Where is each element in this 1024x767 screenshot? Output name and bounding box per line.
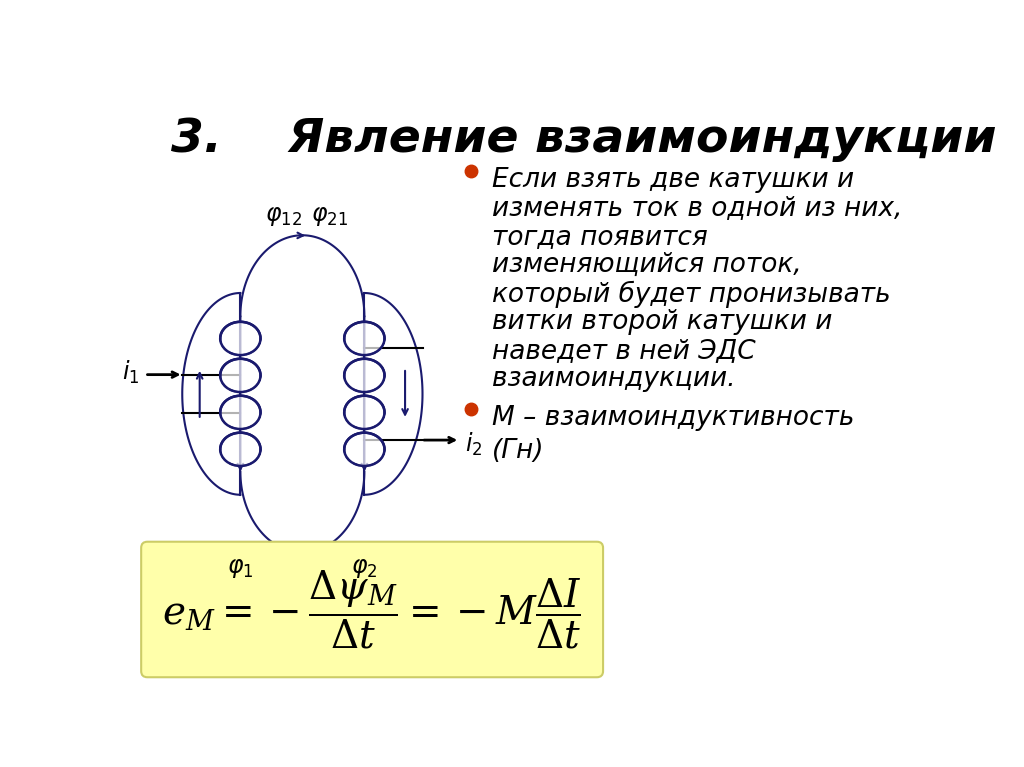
Text: изменять ток в одной из них,: изменять ток в одной из них, [493, 196, 902, 221]
Ellipse shape [344, 359, 385, 392]
Text: Если взять две катушки и: Если взять две катушки и [493, 166, 854, 193]
Text: $e_{\mathit{M}} = -\dfrac{\Delta\psi_{\mathit{M}}}{\Delta t} = -M\dfrac{\Delta I: $e_{\mathit{M}} = -\dfrac{\Delta\psi_{\m… [163, 568, 582, 650]
Text: (Гн): (Гн) [493, 438, 545, 464]
Ellipse shape [220, 359, 260, 392]
Text: 3.    Явление взаимоиндукции: 3. Явление взаимоиндукции [171, 117, 996, 162]
Text: $\varphi_{12}$: $\varphi_{12}$ [264, 203, 301, 228]
Text: который будет пронизывать: который будет пронизывать [493, 281, 891, 308]
Text: М – взаимоиндуктивность: М – взаимоиндуктивность [493, 406, 855, 431]
Text: $i_1$: $i_1$ [122, 359, 139, 386]
Ellipse shape [220, 322, 260, 355]
Ellipse shape [344, 322, 385, 355]
Text: изменяющийся поток,: изменяющийся поток, [493, 252, 802, 278]
Text: $\varphi_1$: $\varphi_1$ [227, 556, 254, 581]
Text: наведет в ней ЭДС: наведет в ней ЭДС [493, 337, 756, 364]
Text: витки второй катушки и: витки второй катушки и [493, 309, 833, 335]
Text: тогда появится: тогда появится [493, 224, 708, 250]
Ellipse shape [220, 396, 260, 429]
Ellipse shape [344, 396, 385, 429]
Text: взаимоиндукции.: взаимоиндукции. [493, 366, 736, 392]
Text: $\varphi_2$: $\varphi_2$ [351, 556, 378, 581]
Ellipse shape [220, 433, 260, 466]
Text: $i_2$: $i_2$ [465, 430, 482, 458]
FancyBboxPatch shape [141, 542, 603, 677]
Text: $\varphi_{21}$: $\varphi_{21}$ [311, 203, 348, 228]
Ellipse shape [344, 433, 385, 466]
